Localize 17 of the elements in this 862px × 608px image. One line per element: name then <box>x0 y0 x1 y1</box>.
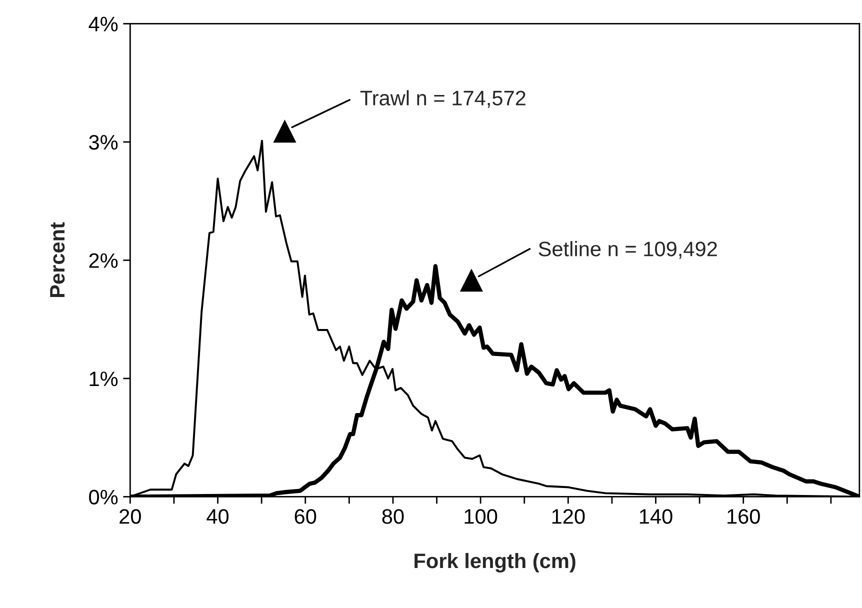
y-tick-label: 0% <box>89 490 118 504</box>
y-tick-label: 3% <box>89 134 118 150</box>
x-axis-title: Fork length (cm) <box>414 552 576 572</box>
x-tick-label: 20 <box>120 509 141 524</box>
annotation: Setline n = 109,492 <box>538 241 717 259</box>
y-axis-title: Percent <box>50 222 65 298</box>
x-tick-label: 80 <box>382 509 404 524</box>
x-tick-label: 40 <box>206 509 229 524</box>
x-tick-label: 160 <box>728 509 760 524</box>
x-tick-label: 100 <box>464 509 498 524</box>
x-tick-label: 120 <box>552 509 585 524</box>
y-tick-label: 4% <box>88 16 118 32</box>
annotation: Trawl n = 174,572 <box>360 90 526 108</box>
y-tick-label: 2% <box>89 253 118 268</box>
x-tick-label: 140 <box>640 509 672 524</box>
y-tick-label: 1% <box>90 372 118 386</box>
x-tick-label: 60 <box>294 509 316 524</box>
